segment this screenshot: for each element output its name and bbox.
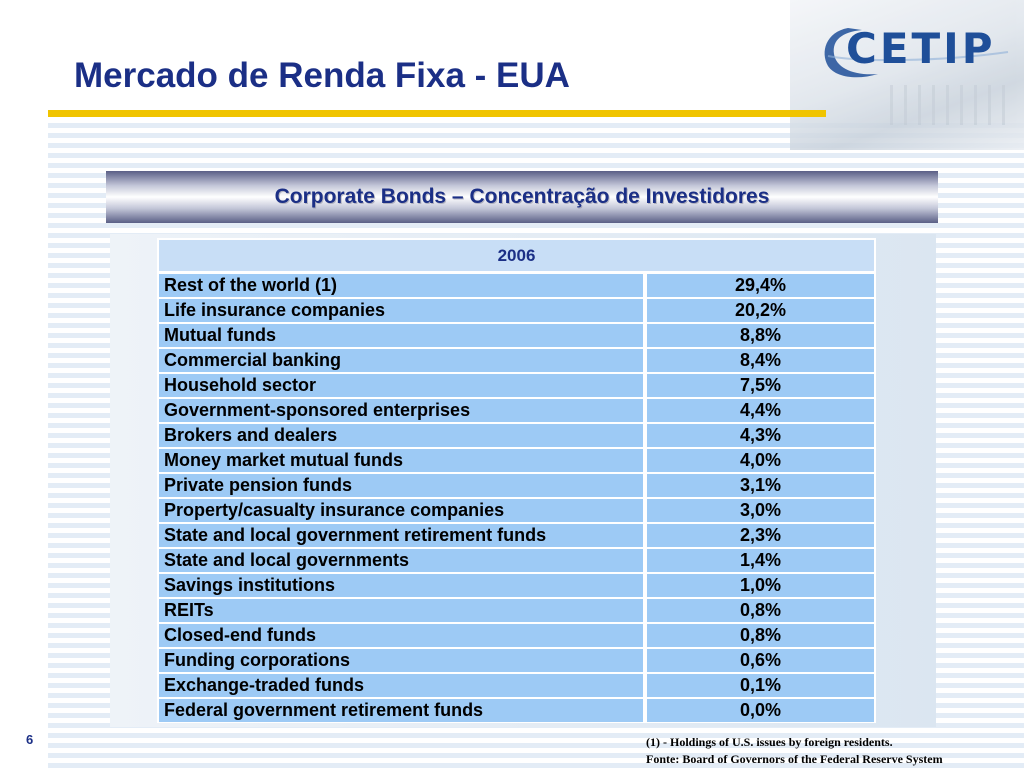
table-row: Closed-end funds 0,8% [157,623,876,648]
table-row: Funding corporations 0,6% [157,648,876,673]
row-value: 0,1% [645,673,876,698]
row-value: 0,0% [645,698,876,723]
page-title: Mercado de Renda Fixa - EUA [74,56,570,95]
table-row: Federal government retirement funds 0,0% [157,698,876,723]
row-value: 8,8% [645,323,876,348]
table-row: Household sector 7,5% [157,373,876,398]
footnote-text: (1) - Holdings of U.S. issues by foreign… [646,735,893,749]
page-number: 6 [26,732,34,747]
table-row: Exchange-traded funds 0,1% [157,673,876,698]
table-row: Savings institutions 1,0% [157,573,876,598]
logo-text: CETIP [846,24,996,73]
row-value: 8,4% [645,348,876,373]
row-label: Rest of the world (1) [157,273,645,298]
row-value: 4,4% [645,398,876,423]
row-value: 1,4% [645,548,876,573]
row-label: Savings institutions [157,573,645,598]
investor-concentration-table: 2006 Rest of the world (1) 29,4% Life insu… [157,238,876,723]
title-underline [48,110,826,117]
row-value: 20,2% [645,298,876,323]
table-header-row: 2006 [157,238,876,273]
row-value: 1,0% [645,573,876,598]
row-label: Property/casualty insurance companies [157,498,645,523]
row-value: 4,3% [645,423,876,448]
row-label: Life insurance companies [157,298,645,323]
section-banner: Corporate Bonds – Concentração de Invest… [106,171,938,223]
table-row: Rest of the world (1) 29,4% [157,273,876,298]
row-label: Money market mutual funds [157,448,645,473]
row-label: Private pension funds [157,473,645,498]
row-value: 3,0% [645,498,876,523]
row-value: 2,3% [645,523,876,548]
logo-backdrop-image [790,0,1024,150]
row-value: 29,4% [645,273,876,298]
row-label: Federal government retirement funds [157,698,645,723]
table-row: Money market mutual funds 4,0% [157,448,876,473]
table-row: Life insurance companies 20,2% [157,298,876,323]
row-label: Government-sponsored enterprises [157,398,645,423]
row-label: REITs [157,598,645,623]
row-label: Brokers and dealers [157,423,645,448]
table-row: Brokers and dealers 4,3% [157,423,876,448]
table-row: Property/casualty insurance companies 3,0… [157,498,876,523]
row-value: 3,1% [645,473,876,498]
footnote-block: (1) - Holdings of U.S. issues by foreign… [646,734,943,768]
row-label: State and local government retirement fu… [157,523,645,548]
table-row: State and local government retirement fu… [157,523,876,548]
row-label: Household sector [157,373,645,398]
row-label: Mutual funds [157,323,645,348]
table-row: State and local governments 1,4% [157,548,876,573]
row-label: Commercial banking [157,348,645,373]
section-heading: Corporate Bonds – Concentração de Invest… [274,185,770,208]
row-label: State and local governments [157,548,645,573]
table-row: REITs 0,8% [157,598,876,623]
table-row: Mutual funds 8,8% [157,323,876,348]
cetip-logo-swoosh [824,28,1009,78]
row-value: 0,8% [645,623,876,648]
row-value: 7,5% [645,373,876,398]
row-value: 0,8% [645,598,876,623]
row-label: Exchange-traded funds [157,673,645,698]
table-body: Rest of the world (1) 29,4% Life insurance… [157,273,876,723]
year-header: 2006 [157,238,876,273]
table-row: Government-sponsored enterprises 4,4% [157,398,876,423]
row-label: Closed-end funds [157,623,645,648]
row-value: 0,6% [645,648,876,673]
table-row: Private pension funds 3,1% [157,473,876,498]
row-value: 4,0% [645,448,876,473]
table-row: Commercial banking 8,4% [157,348,876,373]
source-text: Fonte: Board of Governors of the Federal… [646,752,943,766]
row-label: Funding corporations [157,648,645,673]
